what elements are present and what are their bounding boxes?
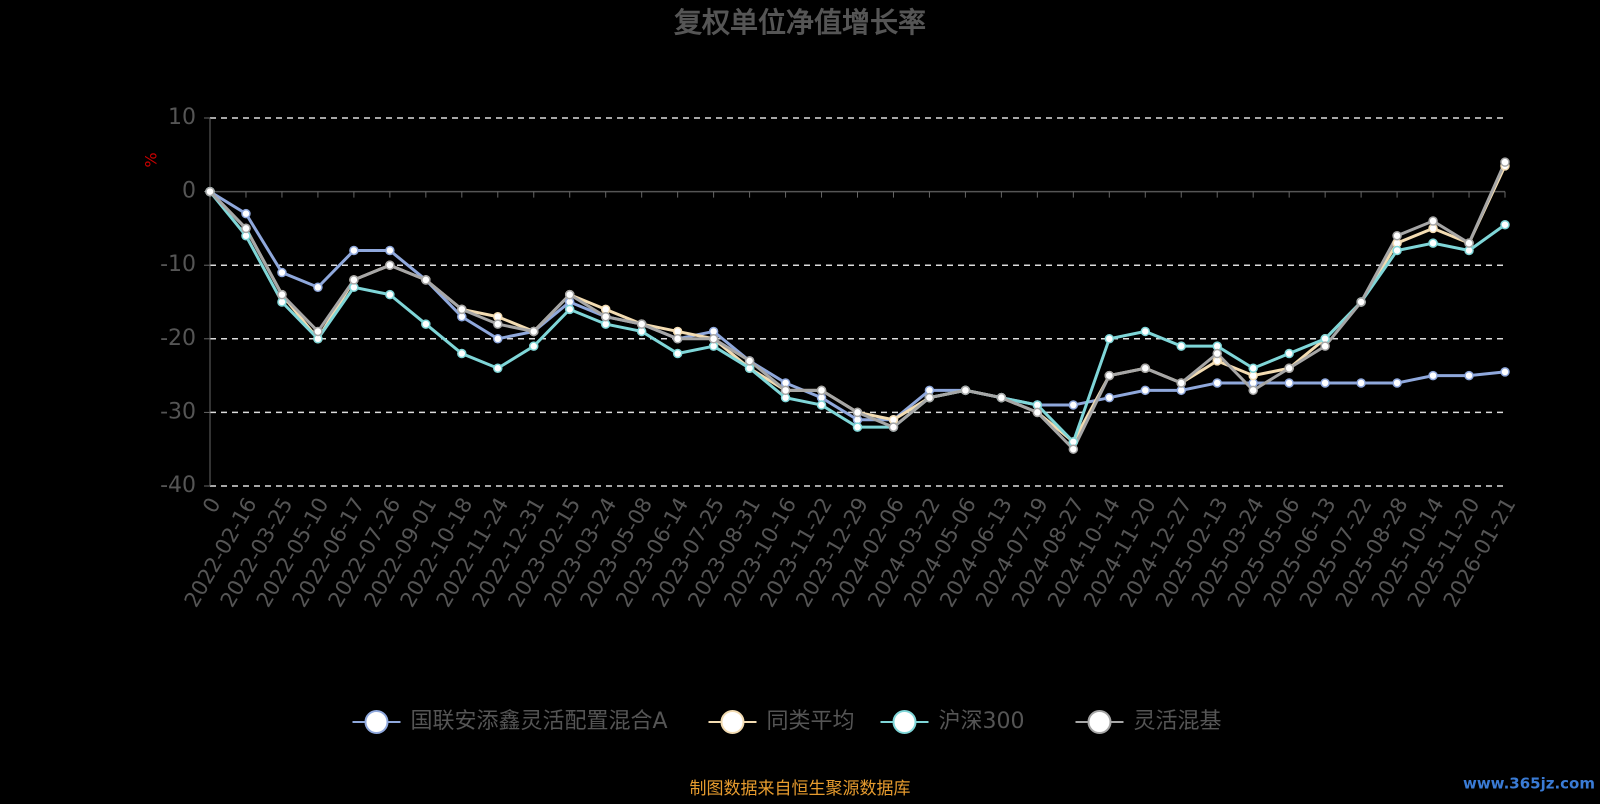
data-point [672, 348, 683, 359]
x-tick-label: 0 [198, 494, 225, 518]
y-tick-label: -30 [160, 399, 196, 424]
data-point [241, 223, 251, 234]
y-tick-label: -10 [160, 252, 196, 277]
legend-label: 同类平均 [767, 709, 855, 734]
data-point [1248, 363, 1258, 373]
data-point [1212, 348, 1222, 359]
data-point [564, 304, 575, 315]
data-point [1140, 385, 1151, 396]
legend-item[interactable]: 同类平均 [708, 709, 855, 734]
data-point [349, 275, 359, 285]
data-point [277, 289, 287, 300]
data-point [1392, 378, 1402, 388]
data-point [1176, 378, 1186, 388]
legend-item[interactable]: 国联安添鑫灵活配置混合A [352, 709, 668, 734]
data-point [1500, 367, 1510, 377]
legend-symbol [892, 710, 917, 734]
data-point [816, 385, 827, 396]
data-point [1320, 378, 1330, 388]
data-point [277, 267, 287, 278]
legend-item[interactable]: 沪深300 [880, 709, 1025, 734]
data-point [1500, 219, 1510, 230]
data-point [529, 326, 539, 337]
data-point [457, 348, 467, 359]
data-point [385, 260, 395, 270]
data-point [421, 275, 431, 285]
data-point [960, 385, 971, 396]
data-point [1284, 378, 1294, 388]
y-tick-label: -20 [160, 326, 196, 351]
data-point [1392, 245, 1402, 256]
data-point [241, 208, 251, 219]
data-point [708, 334, 719, 344]
data-point [1140, 363, 1151, 373]
data-point [421, 319, 431, 329]
data-point [1356, 378, 1366, 388]
data-point [1464, 370, 1474, 381]
data-point [636, 319, 647, 329]
watermark: www.365jz.com [1463, 775, 1595, 793]
y-tick-label: 10 [168, 105, 196, 130]
data-point [205, 186, 215, 197]
data-point [1356, 297, 1366, 307]
data-point [1320, 341, 1330, 351]
legend-symbol [720, 710, 745, 734]
data-point [313, 282, 323, 293]
data-point [1284, 348, 1294, 359]
y-tick-label: 0 [182, 179, 196, 204]
data-point [816, 400, 827, 410]
data-point [600, 311, 611, 322]
data-point [1284, 363, 1294, 373]
data-point [385, 289, 395, 300]
data-point [564, 289, 575, 300]
data-point [1104, 370, 1115, 381]
data-point [457, 304, 467, 315]
data-point [313, 326, 323, 337]
data-point [780, 385, 791, 396]
data-point [1176, 341, 1186, 351]
data-point [1104, 334, 1115, 344]
chart-title: 复权单位净值增长率 [674, 6, 926, 39]
data-point [996, 392, 1007, 403]
data-point [493, 334, 503, 344]
data-point [529, 341, 539, 351]
y-axis-label: % [142, 152, 161, 167]
data-point [744, 356, 755, 366]
y-tick-label: -40 [160, 473, 196, 498]
series-line [208, 190, 1506, 445]
data-point [924, 392, 935, 403]
data-point [888, 422, 899, 432]
data-point [493, 319, 503, 329]
data-point [672, 334, 683, 344]
data-point [385, 245, 395, 256]
data-point [349, 245, 359, 256]
source-note: 制图数据来自恒生聚源数据库 [690, 779, 911, 799]
data-point [1068, 400, 1079, 410]
legend-label: 沪深300 [939, 709, 1025, 734]
series-line [208, 165, 1507, 445]
data-point [1428, 216, 1438, 226]
data-point [1140, 326, 1151, 337]
data-point [852, 422, 863, 432]
data-point [1464, 238, 1474, 248]
data-point [493, 363, 503, 373]
data-point [1392, 231, 1402, 241]
data-point [1104, 392, 1115, 403]
data-point [1032, 407, 1043, 418]
data-point [1068, 444, 1079, 454]
data-point [1248, 385, 1258, 396]
legend-symbol [364, 710, 389, 734]
legend-symbol [1087, 710, 1112, 734]
legend-label: 灵活混基 [1134, 709, 1222, 734]
legend-label: 国联安添鑫灵活配置混合A [411, 709, 668, 734]
data-point [1428, 370, 1438, 381]
data-point [1428, 238, 1438, 248]
data-point [1500, 157, 1510, 167]
data-point [1212, 378, 1222, 388]
legend-item[interactable]: 灵活混基 [1075, 709, 1222, 734]
data-point [852, 407, 863, 418]
